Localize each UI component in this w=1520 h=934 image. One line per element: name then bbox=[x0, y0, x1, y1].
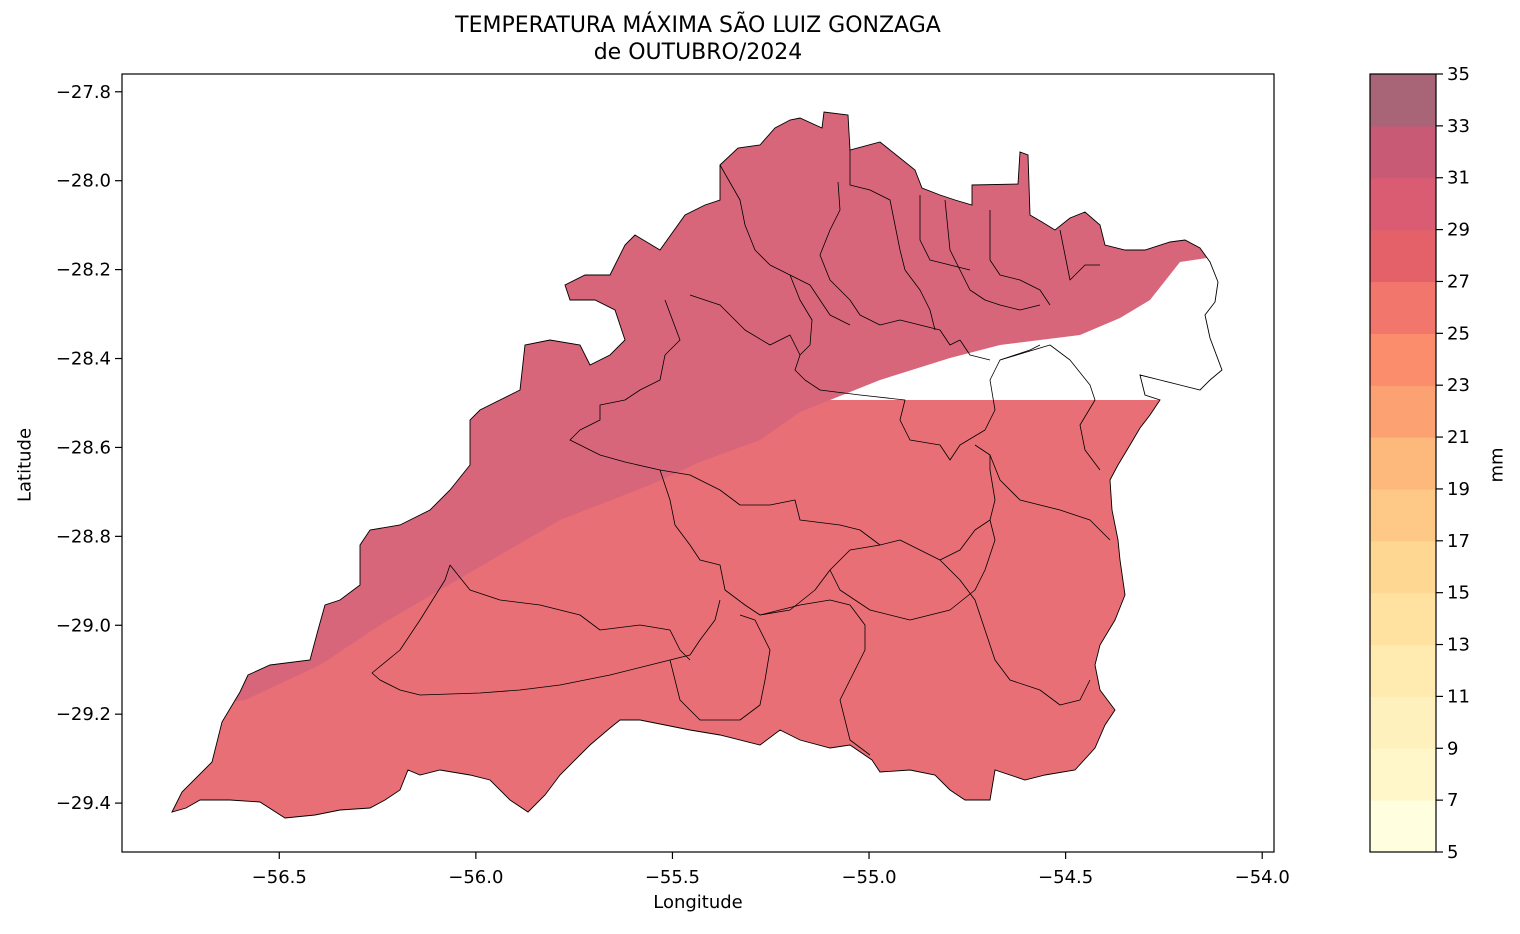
border-line bbox=[689, 294, 1041, 461]
border-line bbox=[659, 469, 881, 616]
y-tick-label: −29.0 bbox=[56, 615, 111, 636]
border-line bbox=[849, 150, 906, 271]
x-tick-label: −54.0 bbox=[1235, 867, 1290, 888]
y-tick-label: −29.2 bbox=[56, 704, 111, 725]
colorbar-swatch bbox=[1370, 125, 1436, 179]
colorbar-swatch bbox=[1370, 385, 1436, 438]
colorbar-tick-label: 25 bbox=[1447, 323, 1470, 344]
border-line bbox=[944, 199, 1041, 311]
colorbar-swatch bbox=[1370, 696, 1436, 749]
border-line bbox=[669, 614, 771, 721]
colorbar-tick-label: 15 bbox=[1447, 583, 1470, 604]
colorbar-tick-label: 13 bbox=[1447, 635, 1470, 656]
colorbar-swatch bbox=[1370, 748, 1436, 801]
border-line bbox=[959, 339, 991, 361]
colorbar-tick-label: 5 bbox=[1447, 842, 1458, 863]
y-tick-label: −29.4 bbox=[56, 793, 111, 814]
colorbar-tick-label: 35 bbox=[1447, 64, 1470, 85]
colorbar-swatch bbox=[1370, 177, 1436, 231]
border-line bbox=[719, 164, 851, 326]
colorbar-swatch bbox=[1370, 644, 1436, 697]
y-tick-label: −28.0 bbox=[56, 171, 111, 192]
y-axis-label: Latitude bbox=[14, 427, 36, 503]
border-line bbox=[759, 599, 871, 756]
colorbar-frame bbox=[1369, 73, 1437, 853]
y-tick-label: −28.4 bbox=[56, 349, 111, 370]
colorbar-tick-label: 21 bbox=[1447, 427, 1470, 448]
border-line bbox=[999, 344, 1101, 471]
plot-axes: −56.5 −56.0 −55.5 −55.0 −54.5 −54.0 −27.8 −28.… bbox=[56, 73, 1290, 888]
border-line bbox=[449, 564, 691, 661]
colorbar-tick-label: 27 bbox=[1447, 271, 1470, 292]
map-plot-area bbox=[171, 111, 1223, 819]
colorbar-swatch bbox=[1370, 333, 1436, 386]
x-axis-label: Longitude bbox=[653, 892, 743, 913]
colorbar-swatch bbox=[1370, 281, 1436, 334]
plot-frame bbox=[121, 73, 1275, 853]
border-line bbox=[569, 299, 681, 471]
colorbar: 5 7 9 11 13 15 17 19 21 23 25 27 29 31 33 35 bbox=[1369, 64, 1470, 863]
x-axis-ticks: −56.5 −56.0 −55.5 −55.0 −54.5 −54.0 bbox=[252, 852, 1290, 888]
colorbar-label: mm bbox=[1486, 447, 1508, 483]
border-line bbox=[1059, 229, 1100, 281]
colorbar-swatch bbox=[1370, 229, 1436, 283]
region-outline bbox=[171, 111, 1223, 819]
colorbar-tick-label: 9 bbox=[1447, 738, 1458, 759]
colorbar-tick-label: 7 bbox=[1447, 790, 1458, 811]
x-tick-label: −55.5 bbox=[645, 867, 700, 888]
y-tick-label: −28.6 bbox=[56, 437, 111, 458]
border-line bbox=[919, 195, 971, 271]
colorbar-swatch bbox=[1370, 592, 1436, 646]
map-title-line-1: TEMPERATURA MÁXIMA SÃO LUIZ GONZAGA bbox=[455, 13, 941, 38]
colorbar-ticks: 5 7 9 11 13 15 17 19 21 23 25 27 29 31 33 35 bbox=[1436, 64, 1470, 863]
border-line bbox=[904, 269, 936, 331]
border-line bbox=[989, 454, 1111, 541]
colorbar-tick-label: 29 bbox=[1447, 220, 1470, 241]
y-tick-label: −28.2 bbox=[56, 260, 111, 281]
colorbar-tick-label: 19 bbox=[1447, 479, 1470, 500]
border-line bbox=[819, 181, 961, 346]
border-line bbox=[989, 210, 1051, 306]
x-tick-label: −54.5 bbox=[1038, 867, 1093, 888]
municipality-borders bbox=[371, 150, 1111, 756]
colorbar-swatch bbox=[1370, 800, 1436, 853]
map-title-line-2: de OUTUBRO/2024 bbox=[593, 40, 803, 65]
border-line bbox=[939, 559, 1091, 706]
y-tick-label: −28.8 bbox=[56, 526, 111, 547]
border-line bbox=[829, 519, 996, 621]
colorbar-tick-label: 33 bbox=[1447, 116, 1470, 137]
colorbar-tick-label: 17 bbox=[1447, 531, 1470, 552]
colorbar-tick-label: 23 bbox=[1447, 375, 1470, 396]
border-line bbox=[371, 564, 721, 696]
colorbar-swatch bbox=[1370, 437, 1436, 490]
colorbar-swatch bbox=[1370, 74, 1436, 127]
colorbar-tick-label: 11 bbox=[1447, 686, 1470, 707]
x-tick-label: −56.5 bbox=[252, 867, 307, 888]
map-title: TEMPERATURA MÁXIMA SÃO LUIZ GONZAGA de O… bbox=[122, 12, 1274, 66]
x-tick-label: −56.0 bbox=[448, 867, 503, 888]
colorbar-swatch bbox=[1370, 540, 1436, 594]
x-tick-label: −55.0 bbox=[841, 867, 896, 888]
colorbar-tick-label: 31 bbox=[1447, 168, 1470, 189]
colorbar-swatches bbox=[1370, 74, 1436, 853]
y-axis-ticks: −27.8 −28.0 −28.2 −28.4 −28.6 −28.8 −29.0 −29.2… bbox=[56, 82, 122, 814]
colorbar-swatch bbox=[1370, 488, 1436, 542]
border-line bbox=[789, 274, 813, 356]
y-tick-label: −27.8 bbox=[56, 82, 111, 103]
